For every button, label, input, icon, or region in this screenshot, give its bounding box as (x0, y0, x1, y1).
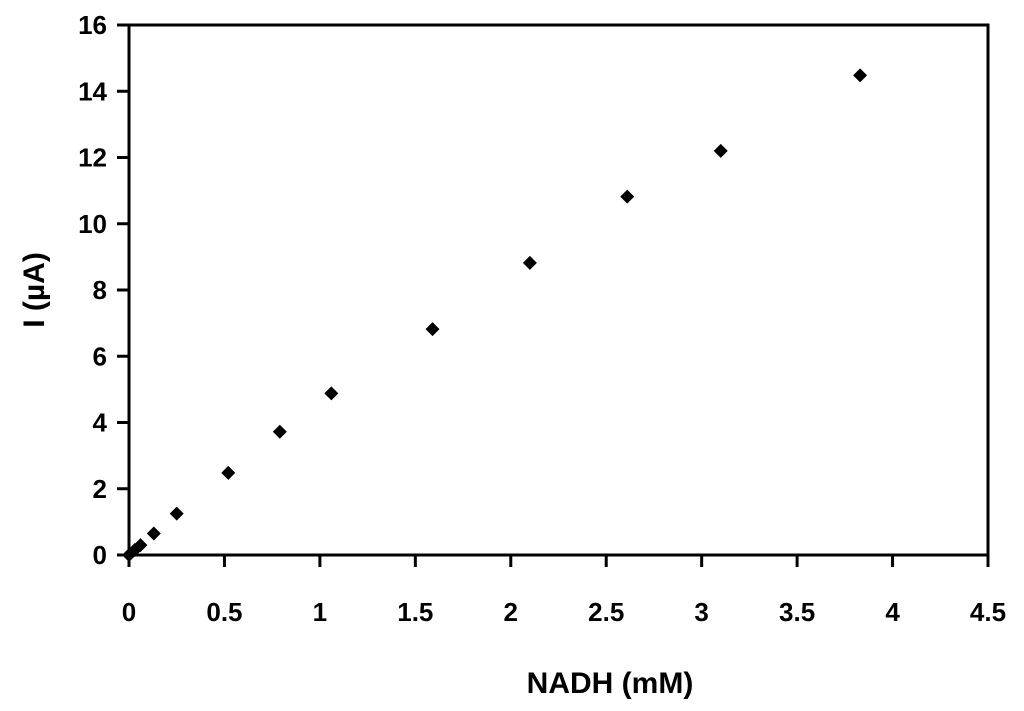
y-tick-label: 12 (78, 143, 107, 173)
y-tick-label: 16 (78, 10, 107, 40)
x-tick-label: 0 (122, 597, 136, 627)
y-tick-label: 14 (78, 76, 107, 106)
data-point (713, 143, 728, 158)
plot-area (127, 23, 990, 557)
x-tick-label: 1.5 (397, 597, 433, 627)
x-tick-label: 3.5 (779, 597, 815, 627)
y-tick-label: 6 (93, 341, 107, 371)
data-point (620, 189, 635, 204)
y-tick-label: 10 (78, 209, 107, 239)
x-tick-label: 3 (694, 597, 708, 627)
x-tick-label: 1 (313, 597, 327, 627)
x-tick-label: 0.5 (206, 597, 242, 627)
x-tick-label: 2 (504, 597, 518, 627)
data-point (221, 465, 236, 480)
x-axis-ticks: 0 0.5 1 1.5 2 2.5 3 3.5 4 4.5 (122, 555, 1006, 627)
y-axis-ticks: 0 2 4 6 8 10 12 14 16 (78, 10, 129, 570)
x-tick-label: 2.5 (588, 597, 624, 627)
data-point (324, 386, 339, 401)
y-axis-title: I (µA) (18, 252, 51, 328)
x-tick-label: 4.5 (970, 597, 1006, 627)
y-tick-label: 4 (93, 408, 108, 438)
data-point (853, 68, 868, 83)
y-tick-label: 8 (93, 275, 107, 305)
y-tick-label: 2 (93, 474, 107, 504)
data-point (522, 255, 537, 270)
data-point (146, 526, 161, 541)
x-tick-label: 4 (885, 597, 900, 627)
data-point (425, 322, 440, 337)
data-point (133, 538, 148, 553)
data-point (169, 506, 184, 521)
data-point (272, 424, 287, 439)
data-points (122, 68, 868, 562)
y-tick-label: 0 (93, 540, 107, 570)
x-axis-title: NADH (mM) (527, 667, 694, 700)
